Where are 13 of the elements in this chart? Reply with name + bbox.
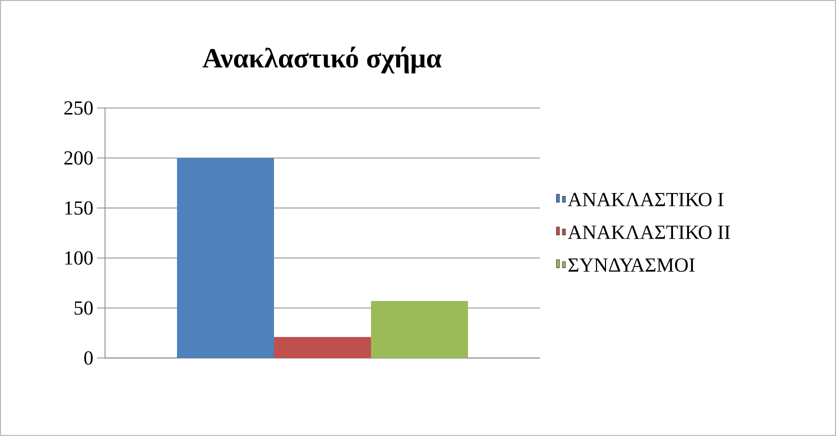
- bar: [371, 300, 468, 358]
- legend-label: ΣΥΝΔΥΑΣΜΟΙ: [568, 258, 695, 272]
- y-tick-label: 100: [65, 251, 93, 265]
- y-tick-label: 200: [64, 151, 93, 165]
- bar: [274, 336, 371, 358]
- y-tick-label: 150: [65, 201, 93, 215]
- legend-label: ΑΝΑΚΛΑΣΤΙΚΟ Ι: [568, 192, 724, 206]
- y-tick-label: 0: [84, 351, 93, 365]
- bar: [177, 158, 274, 358]
- legend-label: ΑΝΑΚΛΑΣΤΙΚΟ ΙΙ: [568, 226, 730, 240]
- y-tick-label: 250: [64, 101, 93, 115]
- chart-title: Ανακλαστικό σχήμα: [202, 46, 442, 74]
- y-tick-label: 50: [74, 301, 93, 315]
